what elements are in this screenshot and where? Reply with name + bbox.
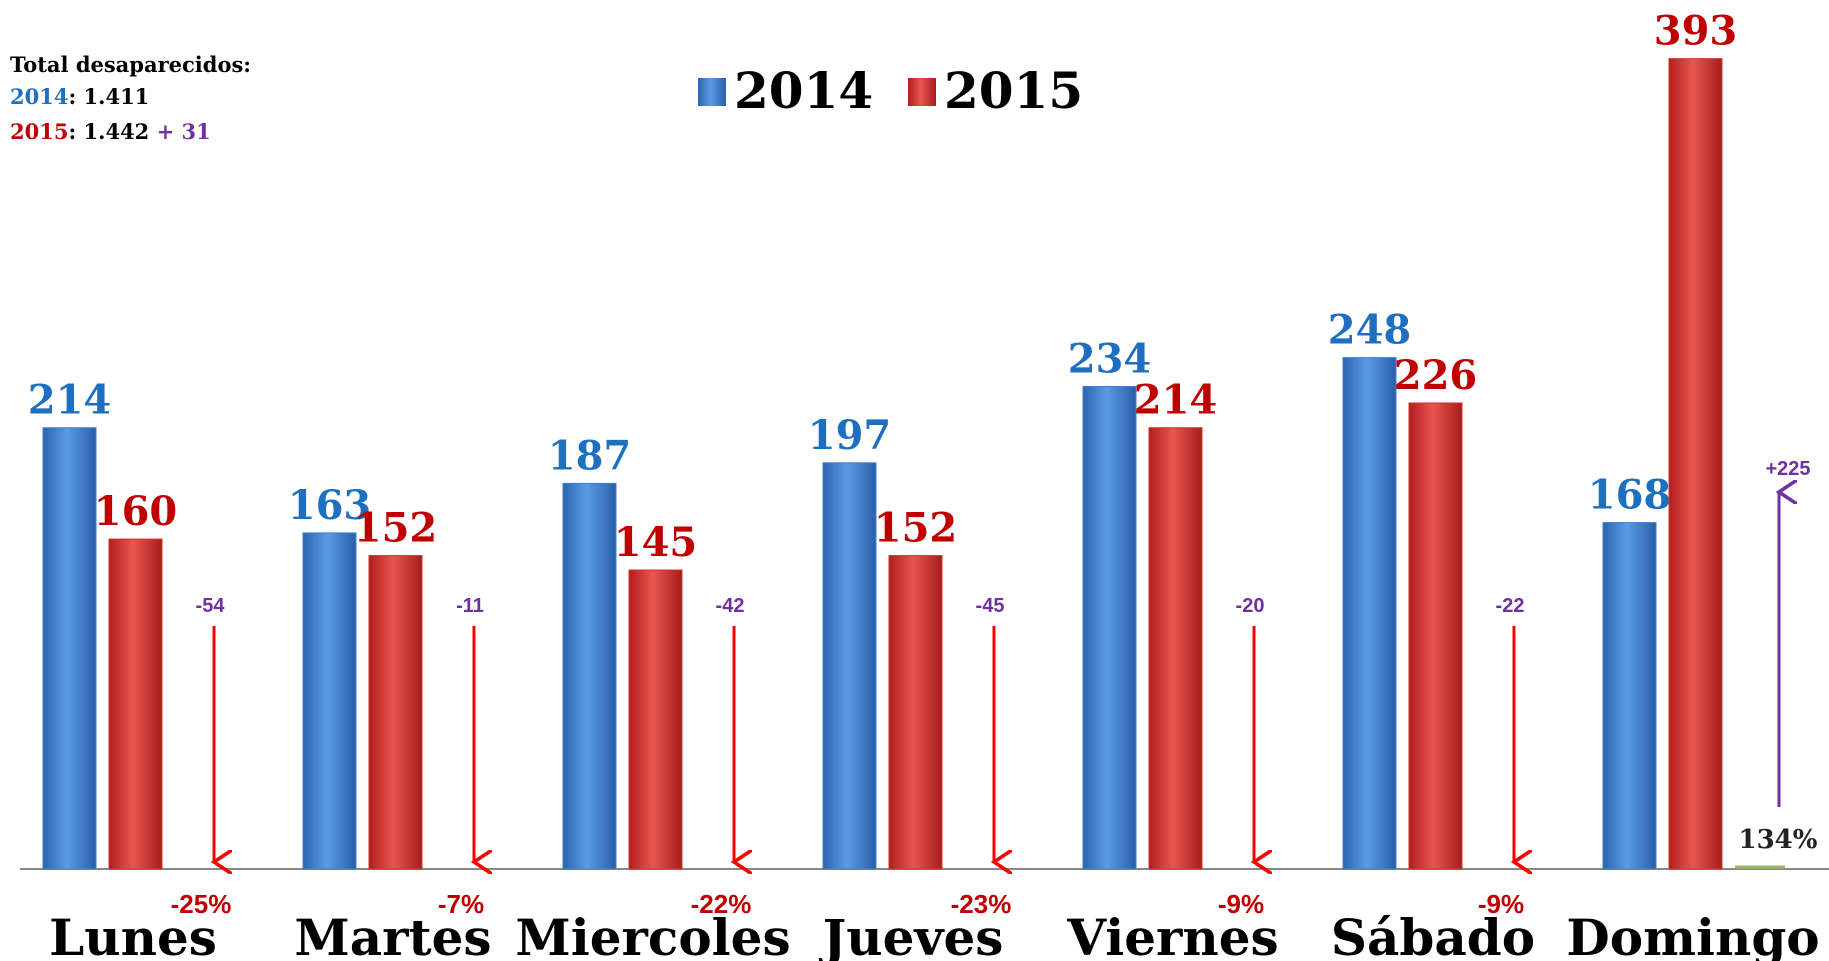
category-label: Miercoles [515,908,790,961]
totals-value: 1.411 [84,84,150,109]
totals-diff: + 31 [157,119,211,144]
totals-title: Total desaparecidos: [10,52,251,77]
bar [888,555,943,870]
change-label: -20 [1236,595,1265,617]
value-label: 248 [1328,307,1412,354]
change-label: -42 [716,595,745,617]
bar [1408,402,1463,870]
legend-label: 2015 [944,61,1083,120]
change-pct: -25% [171,889,232,919]
bar [562,482,617,870]
category-label: Viernes [1066,908,1278,961]
bar [42,427,97,870]
totals-value: 1.442 [84,119,150,144]
change-pct: -9% [1478,889,1524,919]
category-label: Domingo [1566,908,1819,961]
value-label: 197 [808,412,892,459]
bar [822,462,877,870]
category-label: Martes [294,908,491,961]
value-label: 152 [874,505,958,552]
bar [1082,385,1137,870]
change-label: -45 [976,595,1005,617]
value-label: 160 [94,488,178,535]
legend-swatch [698,78,726,106]
bar [302,532,357,870]
bar [1148,427,1203,870]
category-label: Lunes [49,908,217,961]
change-label: -11 [456,595,484,617]
bar [1602,522,1657,870]
change-pct: -22% [691,889,752,919]
change-label: -54 [196,595,226,617]
category-label: Jueves [819,908,1004,961]
legend-label: 2014 [734,61,873,120]
change-pct: -9% [1218,889,1264,919]
change-pct: -23% [951,889,1012,919]
bar [108,538,163,870]
value-label: 163 [288,482,372,529]
totals-line: 2014: 1.411 [10,84,149,109]
category-label: Sábado [1331,908,1535,961]
value-label: 168 [1588,472,1672,519]
value-label: 393 [1654,8,1738,55]
value-label: 226 [1394,352,1478,399]
bar [1668,58,1723,870]
change-pct: 134% [1739,825,1818,855]
value-label: 145 [614,519,698,566]
value-label: 234 [1068,335,1152,382]
bar [628,569,683,870]
value-label: 214 [28,377,112,424]
change-pct: -7% [438,889,484,919]
totals-year: 2014 [10,84,68,109]
bar [1342,357,1397,870]
bar [368,555,423,870]
value-label: 152 [354,505,438,552]
totals-line: 2015: 1.442 + 31 [10,119,211,144]
change-label: +225 [1765,458,1810,480]
totals-year: 2015 [10,119,68,144]
value-label: 214 [1134,377,1218,424]
change-label: -22 [1496,595,1525,617]
value-label: 187 [548,432,632,479]
legend-swatch [908,78,936,106]
